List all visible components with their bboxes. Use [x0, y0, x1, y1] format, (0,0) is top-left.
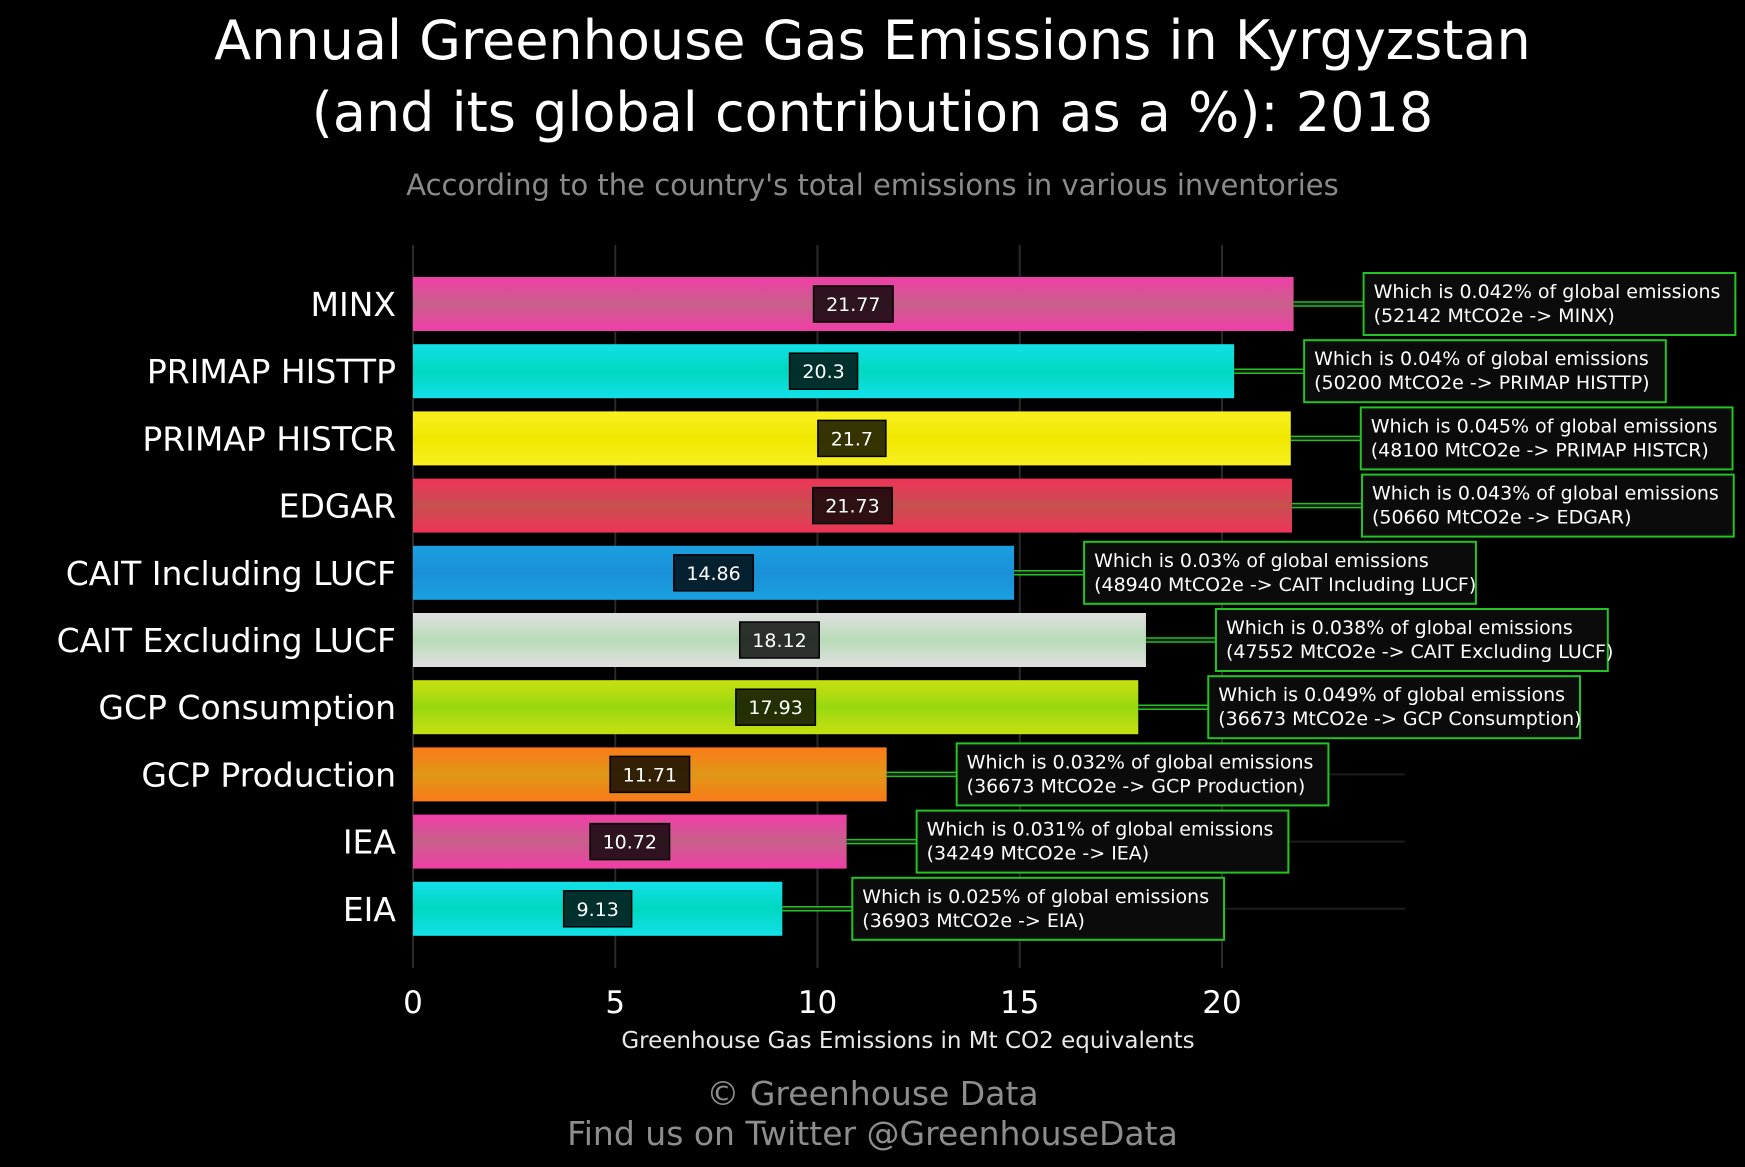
- x-tick-label: 15: [1000, 985, 1039, 1021]
- annotation-box: [1362, 272, 1737, 336]
- annotation-line-1: Which is 0.045% of global emissions: [1371, 415, 1718, 437]
- value-label-box: [817, 419, 887, 458]
- value-label-box: [735, 688, 817, 726]
- value-label-box: [562, 890, 633, 928]
- value-label-box: [738, 621, 820, 659]
- value-label: 20.3: [802, 361, 844, 383]
- annotation-line-1: Which is 0.049% of global emissions: [1218, 684, 1565, 706]
- annotation-line-1: Which is 0.038% of global emissions: [1226, 617, 1573, 639]
- annotation-box: [1360, 473, 1735, 538]
- annotation-box: [1207, 675, 1582, 740]
- value-label-box: [589, 822, 671, 861]
- x-tick-label: 20: [1202, 985, 1241, 1021]
- value-label: 21.77: [826, 294, 880, 316]
- x-axis-ticks: 0 5 10 15 20: [403, 985, 1242, 1021]
- annotation-line-2: (50200 MtCO2e -> PRIMAP HISTTP): [1314, 372, 1649, 394]
- annotation-line-2: (52142 MtCO2e -> MINX): [1374, 305, 1615, 327]
- value-label: 21.73: [825, 496, 879, 518]
- category-label: PRIMAP HISTCR: [142, 419, 396, 458]
- annotation-line-2: (47552 MtCO2e -> CAIT Excluding LUCF): [1226, 641, 1613, 663]
- category-label: IEA: [343, 823, 397, 862]
- annotation-line-2: (36673 MtCO2e -> GCP Production): [967, 775, 1306, 797]
- value-label: 11.71: [623, 764, 677, 786]
- x-tick-label: 10: [798, 985, 837, 1021]
- annotation-box: [1083, 540, 1477, 605]
- value-label: 21.7: [831, 428, 873, 450]
- category-label: CAIT Including LUCF: [66, 554, 396, 593]
- annotation-box: [955, 742, 1330, 807]
- value-label-box: [609, 755, 691, 794]
- annotation-box: [851, 876, 1226, 941]
- value-label: 9.13: [576, 899, 618, 921]
- annotation-line-2: (50660 MtCO2e -> EDGAR): [1372, 507, 1632, 529]
- annotations: Which is 0.042% of global emissions(5214…: [851, 272, 1737, 941]
- value-label-box: [673, 554, 755, 592]
- annotation-line-1: Which is 0.031% of global emissions: [927, 819, 1274, 841]
- x-tick-label: 0: [403, 985, 423, 1021]
- annotation-line-2: (36903 MtCO2e -> EIA): [862, 910, 1085, 932]
- annotation-line-2: (48100 MtCO2e -> PRIMAP HISTCR): [1371, 439, 1709, 461]
- annotation-line-2: (48940 MtCO2e -> CAIT Including LUCF): [1094, 574, 1476, 596]
- chart-subtitle: According to the country's total emissio…: [406, 168, 1339, 202]
- annotation-box: [1214, 608, 1609, 672]
- value-label: 18.12: [752, 630, 806, 652]
- credit-copyright: © Greenhouse Data: [706, 1074, 1039, 1113]
- annotation-line-1: Which is 0.03% of global emissions: [1094, 550, 1429, 572]
- category-label: EDGAR: [279, 487, 396, 526]
- credit-twitter: Find us on Twitter @GreenhouseData: [567, 1114, 1178, 1153]
- annotation-line-1: Which is 0.04% of global emissions: [1314, 348, 1649, 370]
- category-label: MINX: [311, 285, 397, 324]
- value-label: 14.86: [686, 563, 740, 585]
- category-label: EIA: [343, 890, 397, 929]
- category-label: GCP Consumption: [98, 688, 396, 727]
- value-label-box: [812, 285, 894, 323]
- category-label: GCP Production: [141, 755, 396, 794]
- chart-title-line-1: Annual Greenhouse Gas Emissions in Kyrgy…: [214, 9, 1531, 72]
- x-axis-label: Greenhouse Gas Emissions in Mt CO2 equiv…: [621, 1028, 1194, 1054]
- value-label-box: [788, 352, 859, 390]
- annotation-line-2: (34249 MtCO2e -> IEA): [927, 843, 1150, 865]
- category-label: CAIT Excluding LUCF: [57, 621, 396, 660]
- annotation-box: [1303, 339, 1667, 404]
- annotation-box: [915, 809, 1290, 874]
- annotation-box: [1359, 406, 1734, 471]
- value-label: 17.93: [748, 697, 802, 719]
- annotation-connectors: [782, 301, 1364, 912]
- annotation-line-1: Which is 0.043% of global emissions: [1372, 483, 1719, 505]
- annotation-line-1: Which is 0.025% of global emissions: [862, 886, 1209, 908]
- category-labels: MINX PRIMAP HISTTP PRIMAP HISTCR EDGAR CAIT …: [57, 285, 397, 929]
- value-label-box: [811, 486, 893, 525]
- category-label: PRIMAP HISTTP: [147, 352, 396, 391]
- annotation-line-1: Which is 0.032% of global emissions: [967, 751, 1314, 773]
- annotation-line-2: (36673 MtCO2e -> GCP Consumption): [1218, 708, 1581, 730]
- chart-title-line-2: (and its global contribution as a %): 20…: [311, 81, 1434, 144]
- annotation-line-1: Which is 0.042% of global emissions: [1374, 281, 1721, 303]
- value-label: 10.72: [603, 832, 657, 854]
- x-tick-label: 5: [605, 985, 625, 1021]
- value-labels: 21.77 20.3 21.7 21.73 14.86 18.12 17.93 11.71 10…: [562, 285, 894, 928]
